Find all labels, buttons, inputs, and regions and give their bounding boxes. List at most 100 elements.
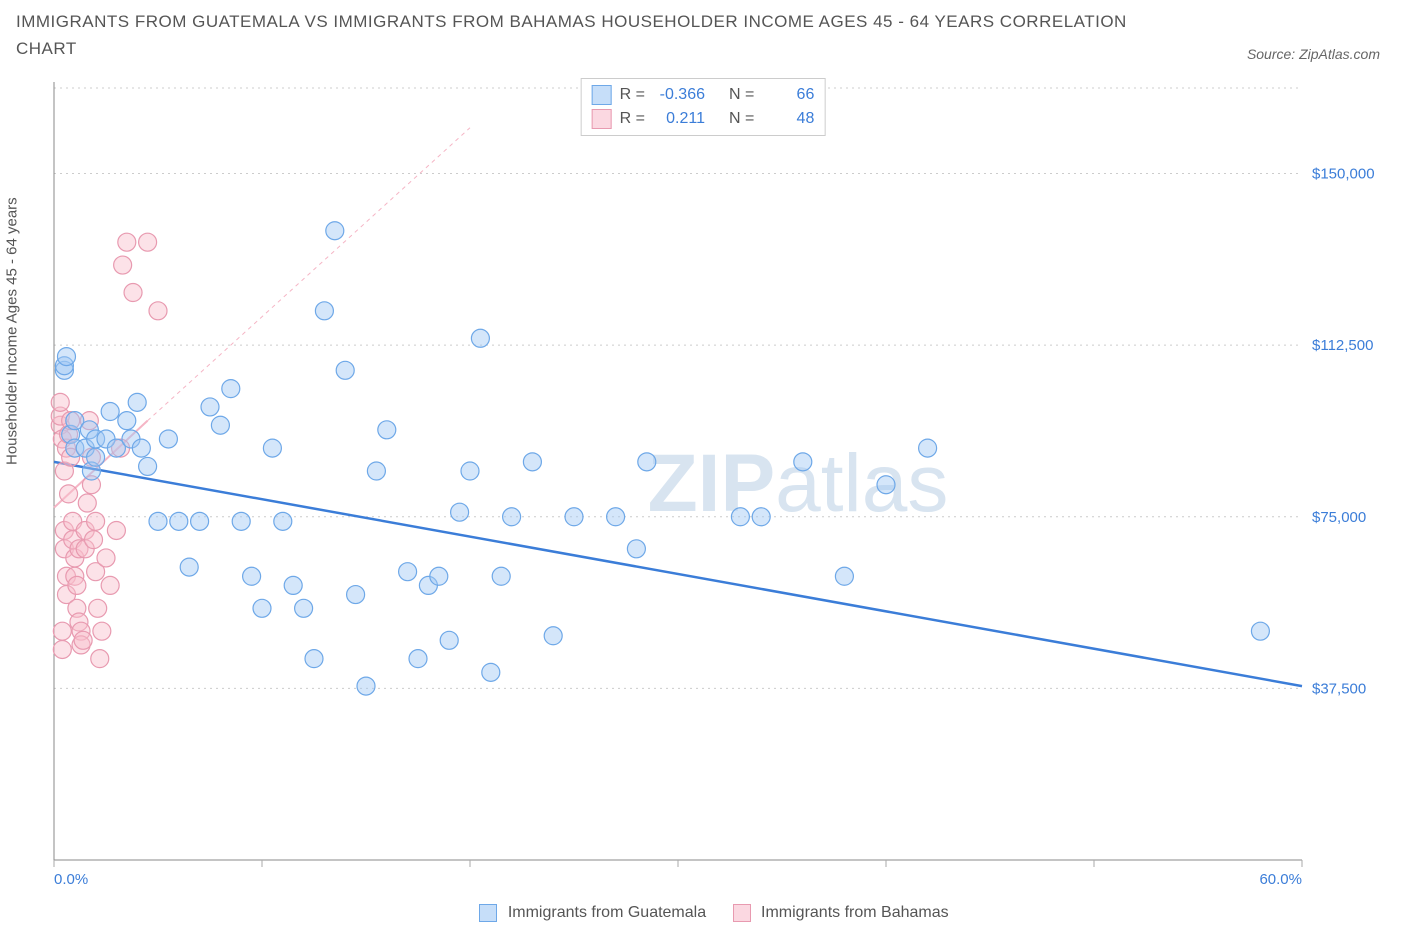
data-point-bahamas	[101, 576, 119, 594]
data-point-bahamas	[53, 640, 71, 658]
data-point-guatemala	[627, 540, 645, 558]
data-point-guatemala	[523, 453, 541, 471]
data-point-bahamas	[85, 531, 103, 549]
data-point-guatemala	[211, 416, 229, 434]
data-point-guatemala	[222, 380, 240, 398]
data-point-guatemala	[191, 512, 209, 530]
data-point-bahamas	[93, 622, 111, 640]
data-point-guatemala	[357, 677, 375, 695]
data-point-guatemala	[1251, 622, 1269, 640]
data-point-bahamas	[149, 302, 167, 320]
y-tick-label: $150,000	[1312, 166, 1375, 183]
n-label: N =	[729, 107, 754, 131]
data-point-guatemala	[243, 567, 261, 585]
data-point-guatemala	[118, 412, 136, 430]
legend-swatch-pink-icon	[733, 904, 751, 922]
data-point-guatemala	[378, 421, 396, 439]
data-point-bahamas	[74, 631, 92, 649]
data-point-bahamas	[97, 549, 115, 567]
r-value-guatemala: -0.366	[653, 83, 705, 107]
y-axis-label: Householder Income Ages 45 - 64 years	[4, 197, 21, 465]
y-tick-label: $75,000	[1312, 509, 1366, 526]
data-point-guatemala	[284, 576, 302, 594]
data-point-bahamas	[89, 599, 107, 617]
n-value-bahamas: 48	[762, 107, 814, 131]
data-point-guatemala	[101, 403, 119, 421]
data-point-guatemala	[180, 558, 198, 576]
data-point-guatemala	[315, 302, 333, 320]
data-point-guatemala	[159, 430, 177, 448]
data-point-bahamas	[124, 284, 142, 302]
x-tick-label: 60.0%	[1259, 871, 1302, 888]
data-point-guatemala	[232, 512, 250, 530]
data-point-guatemala	[503, 508, 521, 526]
y-tick-label: $37,500	[1312, 680, 1366, 697]
data-point-bahamas	[51, 393, 69, 411]
r-label: R =	[620, 83, 645, 107]
data-point-guatemala	[544, 627, 562, 645]
data-point-guatemala	[482, 663, 500, 681]
data-point-guatemala	[326, 222, 344, 240]
data-point-guatemala	[149, 512, 167, 530]
n-value-guatemala: 66	[762, 83, 814, 107]
r-value-bahamas: 0.211	[653, 107, 705, 131]
data-point-bahamas	[91, 650, 109, 668]
stats-legend-box: R = -0.366 N = 66 R = 0.211 N = 48	[581, 78, 826, 136]
data-point-guatemala	[565, 508, 583, 526]
bottom-legend: Immigrants from Guatemala Immigrants fro…	[0, 904, 1406, 922]
data-point-guatemala	[440, 631, 458, 649]
plot-area: $37,500 $75,000 $112,500 $150,000 ZIPatlas 0.…	[50, 78, 1392, 890]
data-point-guatemala	[492, 567, 510, 585]
data-point-bahamas	[68, 576, 86, 594]
y-tick-label: $112,500	[1312, 337, 1373, 354]
data-point-guatemala	[367, 462, 385, 480]
data-point-bahamas	[139, 233, 157, 251]
scatter-chart: $37,500 $75,000 $112,500 $150,000 ZIPatlas 0.…	[50, 78, 1392, 890]
data-point-bahamas	[87, 512, 105, 530]
data-point-bahamas	[118, 233, 136, 251]
swatch-pink-icon	[592, 109, 612, 129]
stats-row-guatemala: R = -0.366 N = 66	[592, 83, 815, 107]
stats-row-bahamas: R = 0.211 N = 48	[592, 107, 815, 131]
data-point-bahamas	[60, 485, 78, 503]
data-point-guatemala	[347, 586, 365, 604]
watermark: ZIPatlas	[648, 438, 949, 529]
legend-label-guatemala: Immigrants from Guatemala	[508, 904, 706, 921]
data-point-guatemala	[295, 599, 313, 617]
data-point-guatemala	[430, 567, 448, 585]
legend-swatch-blue-icon	[479, 904, 497, 922]
data-point-guatemala	[87, 448, 105, 466]
data-point-guatemala	[263, 439, 281, 457]
data-point-guatemala	[139, 457, 157, 475]
data-point-guatemala	[201, 398, 219, 416]
data-point-guatemala	[835, 567, 853, 585]
data-point-bahamas	[114, 256, 132, 274]
data-point-guatemala	[253, 599, 271, 617]
data-point-guatemala	[57, 348, 75, 366]
x-tick-label: 0.0%	[54, 871, 88, 888]
data-point-bahamas	[53, 622, 71, 640]
data-point-guatemala	[471, 329, 489, 347]
data-point-guatemala	[607, 508, 625, 526]
data-point-bahamas	[78, 494, 96, 512]
data-point-guatemala	[731, 508, 749, 526]
data-point-guatemala	[451, 503, 469, 521]
chart-title: IMMIGRANTS FROM GUATEMALA VS IMMIGRANTS …	[16, 8, 1136, 62]
r-label: R =	[620, 107, 645, 131]
legend-label-bahamas: Immigrants from Bahamas	[761, 904, 949, 921]
data-point-guatemala	[399, 563, 417, 581]
data-point-guatemala	[274, 512, 292, 530]
data-point-guatemala	[877, 476, 895, 494]
n-label: N =	[729, 83, 754, 107]
data-point-guatemala	[336, 361, 354, 379]
data-point-guatemala	[461, 462, 479, 480]
data-point-guatemala	[128, 393, 146, 411]
data-point-guatemala	[638, 453, 656, 471]
data-point-guatemala	[409, 650, 427, 668]
data-point-guatemala	[919, 439, 937, 457]
source-label: Source: ZipAtlas.com	[1247, 46, 1390, 62]
data-point-guatemala	[752, 508, 770, 526]
data-point-guatemala	[794, 453, 812, 471]
swatch-blue-icon	[592, 85, 612, 105]
data-point-bahamas	[107, 521, 125, 539]
